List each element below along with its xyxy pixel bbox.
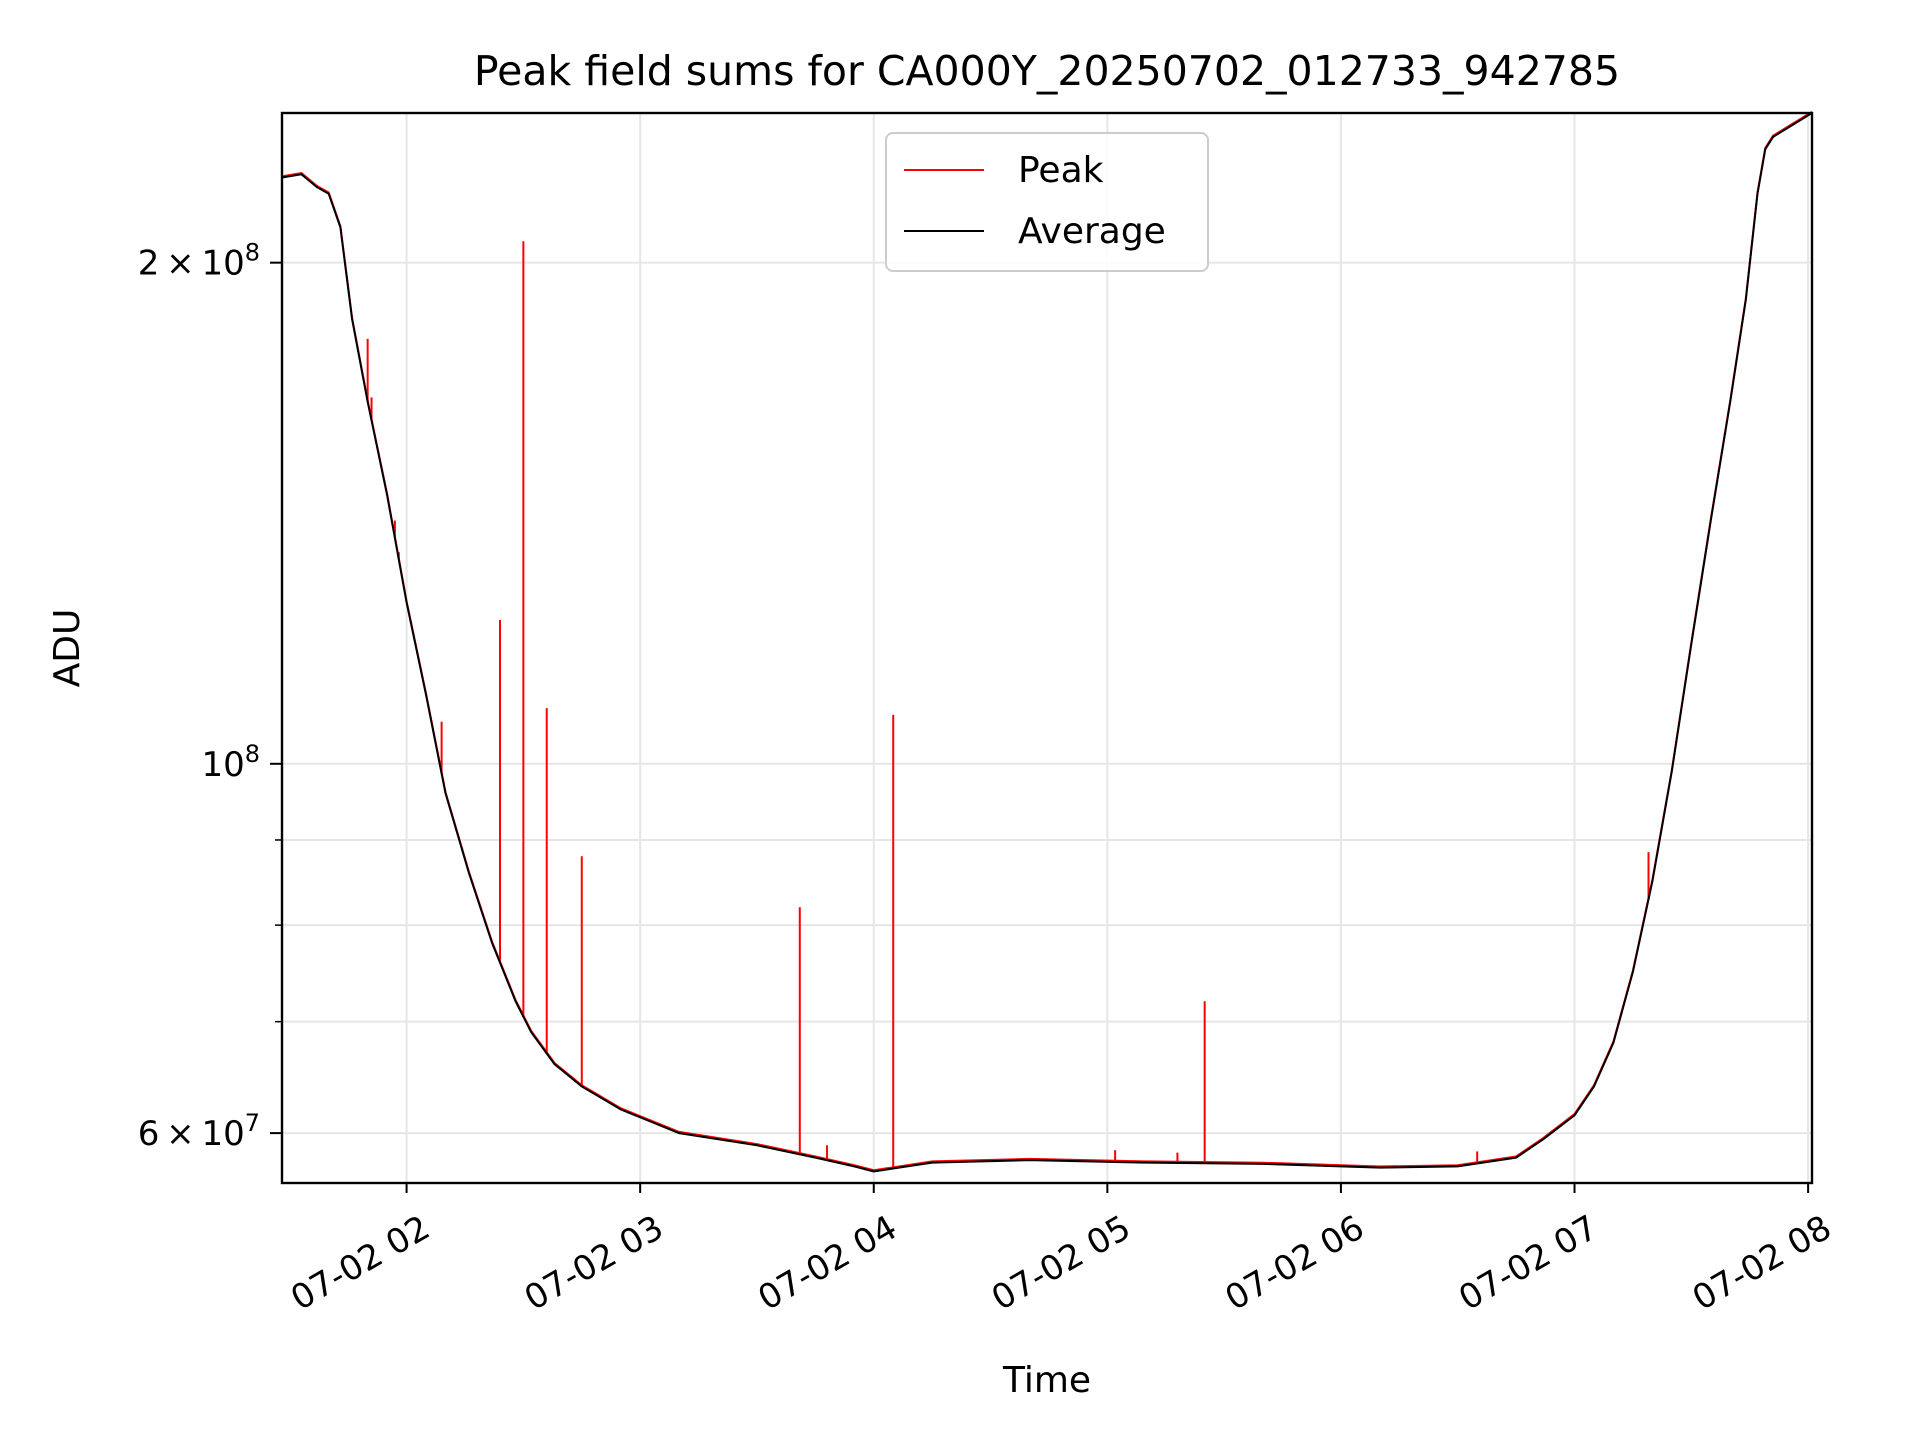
legend-label-average: Average	[1018, 211, 1166, 252]
x-axis-label: Time	[1002, 1360, 1091, 1401]
series-layer	[281, 110, 1813, 1173]
legend-box	[885, 132, 1209, 272]
x-tick-label: 07-02 06	[1219, 1208, 1371, 1319]
legend-label-peak: Peak	[1018, 150, 1104, 191]
x-tick-label: 07-02 04	[751, 1208, 903, 1319]
y-tick-label: 2 × 108	[138, 239, 260, 284]
chart-title: Peak field sums for CA000Y_20250702_0127…	[474, 47, 1620, 95]
plot-frame	[280, 111, 1814, 1185]
y-tick-label: 6 × 107	[138, 1109, 260, 1154]
legend: Peak Average	[885, 132, 1209, 272]
x-tick-label: 07-02 08	[1686, 1208, 1838, 1319]
y-axis-label: ADU	[47, 609, 88, 688]
grid	[282, 113, 1812, 1183]
x-tick-label: 07-02 07	[1452, 1208, 1604, 1319]
y-tick-label: 108	[201, 740, 260, 785]
x-tick-label: 07-02 03	[518, 1208, 670, 1319]
axis-ticks: 07-02 02 07-02 03 07-02 04 07-02 05 07-02 06…	[138, 239, 1838, 1319]
x-tick-label: 07-02 05	[985, 1208, 1137, 1319]
x-tick-label: 07-02 02	[284, 1208, 436, 1319]
series-average-line	[281, 112, 1813, 1173]
